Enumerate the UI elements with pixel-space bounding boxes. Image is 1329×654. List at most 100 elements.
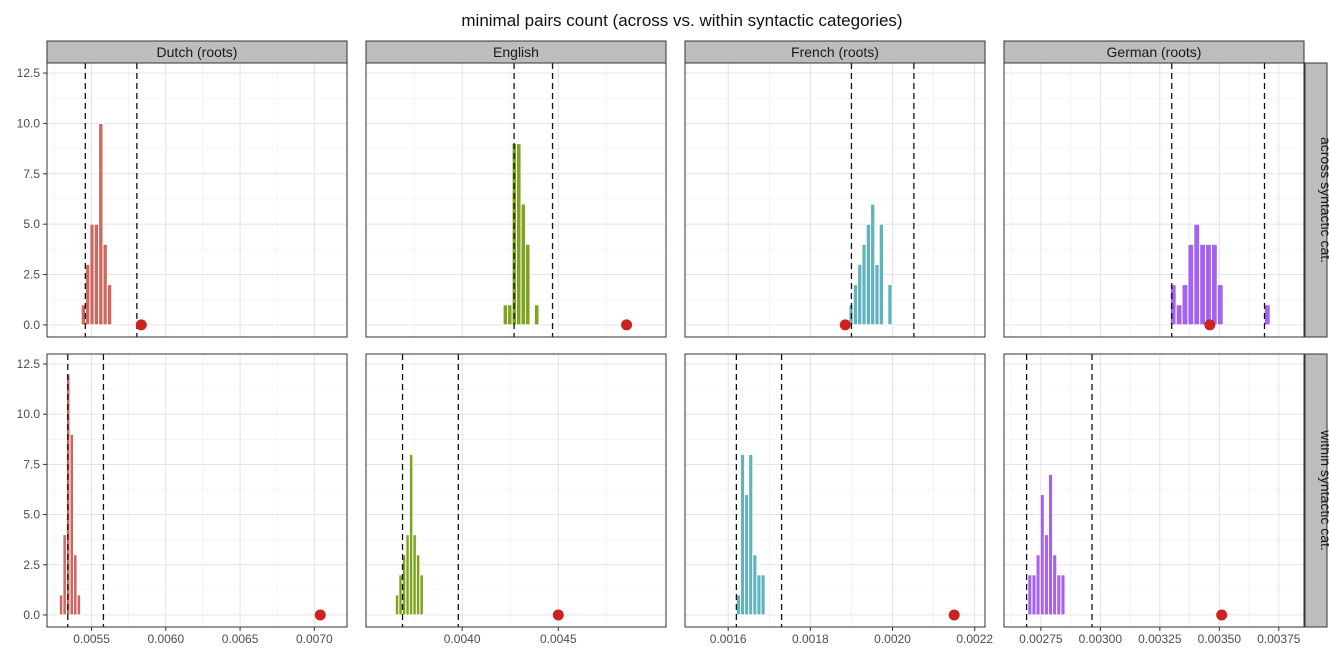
x-tick-label: 0.0020 <box>874 632 911 646</box>
histogram-bar <box>73 554 78 616</box>
histogram-bar <box>1056 574 1062 616</box>
histogram-bar <box>1047 473 1054 616</box>
panel-2-0 <box>684 62 986 338</box>
histogram-bar <box>861 243 867 326</box>
facet-strip-label: English <box>493 44 539 60</box>
panel-border <box>46 62 348 338</box>
panel-3-0 <box>1003 62 1305 338</box>
y-tick-label: 10.0 <box>17 116 41 130</box>
histogram-bar <box>58 594 64 616</box>
y-tick-label: 5.0 <box>23 508 40 522</box>
panel-border <box>1003 353 1305 628</box>
histogram-bar <box>1263 304 1271 326</box>
facet-strip-label: German (roots) <box>1107 44 1202 60</box>
panel-border <box>46 353 348 628</box>
facet-row-label: within syntactic cat. <box>1318 429 1329 551</box>
y-tick-label: 12.5 <box>17 66 41 80</box>
facet-row-strip-1 <box>1304 353 1328 628</box>
histogram-bar <box>412 534 417 616</box>
histogram-bar <box>1210 243 1218 326</box>
histogram-bar <box>870 203 876 326</box>
x-tick-label: 0.0022 <box>956 632 993 646</box>
histogram-bar <box>748 453 754 616</box>
panel-background <box>685 63 985 337</box>
observed-point <box>948 609 960 621</box>
histogram-bar <box>394 594 400 616</box>
panel-border <box>365 62 667 338</box>
histogram-bar <box>760 574 766 616</box>
x-tick-label: 0.00325 <box>1138 632 1182 646</box>
histogram-bar <box>89 223 95 326</box>
histogram-bar <box>1035 554 1041 616</box>
facet-strip-label: French (roots) <box>791 44 879 60</box>
histogram-bar <box>76 594 82 616</box>
x-tick-label: 0.00275 <box>1019 632 1063 646</box>
panel-border <box>684 62 986 338</box>
x-tick-label: 0.0040 <box>444 632 481 646</box>
histogram-bar <box>756 574 762 616</box>
panel-background <box>47 354 347 627</box>
x-tick-label: 0.0065 <box>222 632 259 646</box>
x-tick-label: 0.0018 <box>792 632 829 646</box>
histogram-bar <box>98 122 104 326</box>
observed-point <box>314 609 326 621</box>
panel-1-1: 0.0040 0.0045 <box>365 353 667 646</box>
observed-point <box>839 319 851 331</box>
panel-border <box>1003 62 1305 338</box>
observed-point <box>1216 609 1228 621</box>
y-tick-label: 2.5 <box>23 558 40 572</box>
histogram-bar <box>398 574 403 616</box>
histogram-bar <box>405 534 410 616</box>
histogram-bar <box>857 263 863 326</box>
histogram-bar <box>533 304 540 326</box>
x-tick-label: 0.0055 <box>73 632 110 646</box>
panel-border <box>365 353 667 628</box>
histogram-bar <box>1216 284 1224 326</box>
panels-layer: Dutch (roots) English French (roots) German… <box>17 40 1329 646</box>
x-tick-label: 0.0045 <box>540 632 577 646</box>
observed-point <box>621 319 633 331</box>
histogram-bar <box>865 223 872 326</box>
panel-0-1: 0.0 2.5 5.0 7.5 10.0 12.5 0.0055 0.0060 0.0065 0.… <box>17 353 348 646</box>
histogram-bar <box>85 263 91 326</box>
histogram-bar <box>507 304 513 326</box>
histogram-bar <box>1052 554 1058 616</box>
chart-title: minimal pairs count (across vs. within s… <box>461 11 902 30</box>
y-tick-label: 7.5 <box>23 457 40 471</box>
x-tick-label: 0.0060 <box>147 632 184 646</box>
histogram-bar <box>1193 223 1201 326</box>
histogram-bar <box>502 304 509 326</box>
x-tick-label: 0.00350 <box>1198 632 1242 646</box>
panel-background <box>1004 63 1304 337</box>
histogram-bar <box>93 223 100 326</box>
histogram-bar <box>1031 574 1037 616</box>
histogram-bar <box>102 243 108 326</box>
histogram-bar <box>419 574 424 616</box>
histogram-bar <box>69 433 75 616</box>
y-tick-label: 0.0 <box>23 608 40 622</box>
x-tick-label: 0.0070 <box>296 632 333 646</box>
histogram-bar <box>1187 243 1195 326</box>
histogram-bar <box>520 203 527 326</box>
histogram-bar <box>887 284 893 326</box>
facet-strip-label: Dutch (roots) <box>157 44 238 60</box>
y-tick-label: 5.0 <box>23 217 40 231</box>
panel-0-0: 0.0 2.5 5.0 7.5 10.0 12.5 <box>17 62 348 338</box>
panel-background <box>685 354 985 627</box>
y-tick-label: 0.0 <box>23 318 40 332</box>
histogram-bar <box>739 453 746 616</box>
x-tick-label: 0.00375 <box>1257 632 1301 646</box>
y-tick-label: 2.5 <box>23 268 40 282</box>
histogram-bar <box>106 284 113 326</box>
histogram-bar <box>1199 243 1207 326</box>
histogram-bar <box>1027 574 1033 616</box>
panel-1-0 <box>365 62 667 338</box>
observed-point <box>1204 319 1216 331</box>
x-tick-label: 0.00300 <box>1079 632 1123 646</box>
y-tick-label: 10.0 <box>17 407 41 421</box>
histogram-bar <box>408 453 414 616</box>
histogram-bar <box>525 243 531 326</box>
histogram-bar <box>1181 284 1189 326</box>
histogram-bar <box>62 534 67 616</box>
panel-border <box>684 353 986 628</box>
